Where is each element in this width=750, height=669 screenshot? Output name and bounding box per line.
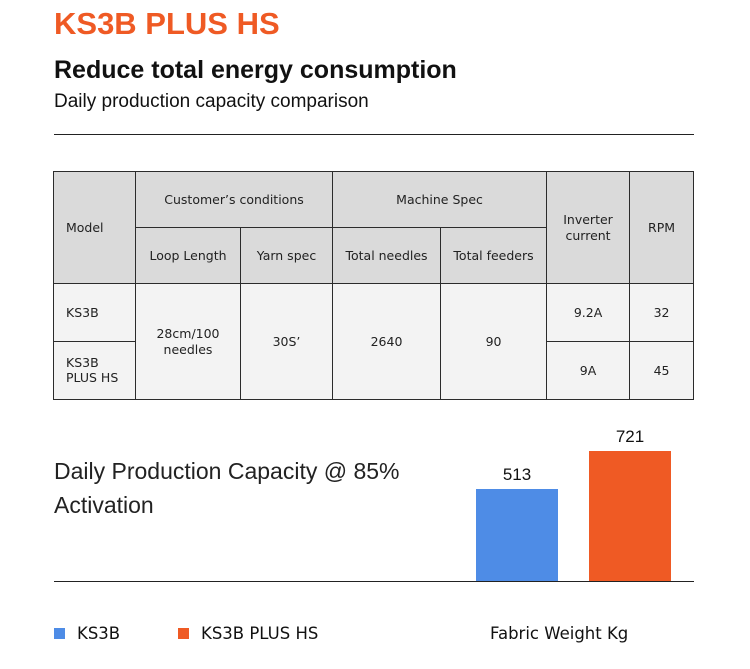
header-loop-length: Loop Length <box>135 227 241 285</box>
subheadline: Daily production capacity comparison <box>54 91 369 112</box>
cell-rpm-ks3b: 32 <box>629 283 695 342</box>
cell-inverter-ks3b-plus-hs: 9A <box>546 340 631 401</box>
legend-item-ks3b-plus-hs: KS3B PLUS HS <box>178 624 318 643</box>
bar-ks3b-plus-hs <box>589 451 671 581</box>
chart-baseline <box>54 581 694 582</box>
bar-value-ks3b: 513 <box>502 465 532 484</box>
header-total-feeders: Total feeders <box>440 227 548 285</box>
legend-label-ks3b: KS3B <box>77 624 121 643</box>
cell-inverter-ks3b: 9.2A <box>546 283 631 342</box>
cell-total-needles: 2640 <box>332 283 442 400</box>
row-model-ks3b: KS3B <box>53 283 136 342</box>
x-axis-label: Fabric Weight Kg <box>490 624 629 643</box>
legend-label-ks3b-plus-hs: KS3B PLUS HS <box>201 624 319 643</box>
cell-loop-length: 28cm/100 needles <box>135 283 241 400</box>
header-divider <box>54 134 694 135</box>
header-model: Model <box>53 170 136 285</box>
spec-comparison-table: Model Customer’s conditions Machine Spec… <box>53 170 695 401</box>
header-rpm: RPM <box>629 170 695 285</box>
header-yarn-spec: Yarn spec <box>239 227 334 285</box>
header-machine-spec: Machine Spec <box>332 170 548 229</box>
header-customer-conditions: Customer’s conditions <box>134 170 334 229</box>
bar-ks3b <box>476 489 558 581</box>
bar-value-ks3b-plus-hs: 721 <box>615 427 645 446</box>
legend-swatch-ks3b-plus-hs <box>178 628 189 639</box>
chart-title: Daily Production Capacity @ 85% Activati… <box>54 458 400 518</box>
brand-title: KS3B PLUS HS <box>54 6 280 41</box>
headline: Reduce total energy consumption <box>54 56 457 84</box>
cell-yarn-spec: 30S’ <box>239 283 334 400</box>
header-total-needles: Total needles <box>332 227 442 285</box>
legend-swatch-ks3b <box>54 628 65 639</box>
row-model-ks3b-plus-hs: KS3B PLUS HS <box>53 340 136 401</box>
legend-item-ks3b: KS3B <box>54 624 120 643</box>
cell-total-feeders: 90 <box>440 283 548 400</box>
header-inverter-current: Inverter current <box>546 170 631 285</box>
cell-rpm-ks3b-plus-hs: 45 <box>629 340 695 401</box>
